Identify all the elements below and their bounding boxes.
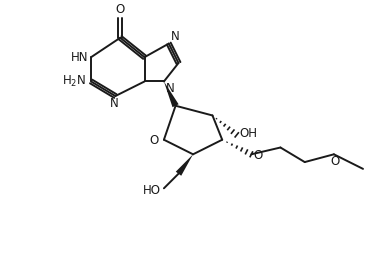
Polygon shape (176, 154, 193, 176)
Text: H$_2$N: H$_2$N (62, 74, 86, 89)
Text: HO: HO (143, 184, 161, 197)
Text: O: O (115, 3, 125, 17)
Text: O: O (330, 155, 339, 168)
Text: O: O (253, 149, 262, 162)
Text: N: N (171, 30, 179, 43)
Polygon shape (164, 81, 179, 107)
Text: N: N (110, 97, 119, 110)
Text: O: O (150, 134, 159, 147)
Text: N: N (166, 82, 175, 95)
Text: HN: HN (71, 51, 88, 64)
Text: OH: OH (240, 127, 258, 140)
